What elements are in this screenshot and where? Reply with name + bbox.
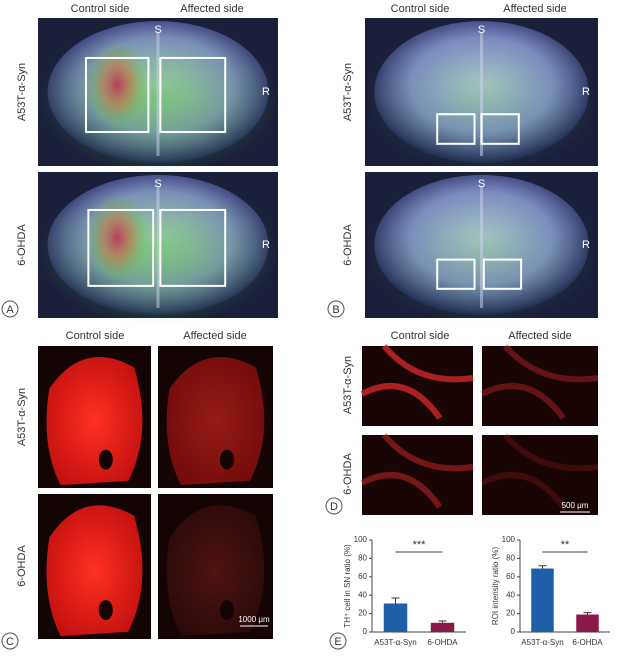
y-axis-label: TH⁺ cell in SN ratio (%) [343,544,352,628]
column-header: Affected side [503,3,566,15]
fibers [360,344,474,420]
roi-box [87,208,155,287]
vessel [98,600,113,620]
y-tick-label: 100 [354,535,368,544]
row-label: 6-OHDA [16,224,28,266]
micrograph [482,346,598,426]
bar [531,568,554,632]
column-header: Control side [71,3,130,15]
tissue [46,505,143,637]
hot-spot [86,40,149,129]
panel-badge [327,300,345,318]
marker: S [478,24,485,36]
row-label: A53T-α-Syn [16,388,28,446]
error-bar [538,565,547,569]
column-header: Affected side [180,3,243,15]
scale-label: 500 μm [562,501,589,510]
y-tick-label: 0 [363,627,368,636]
roi-box [159,56,227,133]
roi-box [85,56,150,133]
error-bar [438,620,447,623]
marker: S [154,178,161,190]
hot-spot [86,193,149,282]
y-tick-label: 80 [358,554,367,563]
marker: R [582,86,590,98]
roi-box [159,208,227,287]
row-label: 6-OHDA [342,224,354,266]
panel-badge [325,497,343,515]
roi-box [480,113,520,145]
y-tick-label: 60 [358,572,367,581]
marker: R [582,239,590,251]
x-tick-label: 6-OHDA [572,638,603,647]
bar [383,603,408,632]
column-header: Control side [391,330,450,342]
tissue [46,356,143,486]
marker: R [262,239,270,251]
y-tick-label: 100 [502,535,516,544]
vessel [220,449,234,470]
marker: S [154,24,161,36]
significance-label: *** [413,539,427,551]
y-tick-label: 40 [506,590,515,599]
column-header: Control side [391,3,450,15]
tissue [166,505,265,637]
y-tick-label: 80 [506,554,515,563]
row-label: 6-OHDA [342,453,354,495]
tissue [166,356,265,486]
bar [576,614,599,632]
error-bar [583,612,592,615]
y-tick-label: 0 [511,627,516,636]
x-tick-label: 6-OHDA [427,638,458,647]
row-label: A53T-α-Syn [342,356,354,414]
column-header: Control side [66,330,125,342]
fibers [360,433,474,509]
marker: S [478,178,485,190]
error-bar [391,597,400,604]
row-label: A53T-α-Syn [16,63,28,121]
roi-box [436,113,476,145]
micrograph [482,435,598,515]
panel-label: E [334,636,341,648]
panel-badge [1,632,19,650]
y-tick-label: 20 [506,609,515,618]
panel-badge [329,632,347,650]
marker: R [262,86,270,98]
vessel [220,600,234,620]
x-tick-label: A53T-α-Syn [374,638,416,647]
row-label: 6-OHDA [16,545,28,587]
y-axis-label: ROI intensity ratio (%) [491,547,500,626]
fibers [480,433,599,509]
roi-box [482,258,523,290]
fibers [480,344,599,420]
y-tick-label: 40 [358,590,367,599]
vessel [98,449,113,470]
x-tick-label: A53T-α-Syn [521,638,563,647]
column-header: Affected side [508,330,571,342]
panel-label: C [6,636,14,648]
y-tick-label: 20 [358,609,367,618]
bar [430,622,455,632]
panel-label: D [330,501,338,513]
y-tick-label: 60 [506,572,515,581]
column-header: Affected side [183,330,246,342]
scale-label: 1000 μm [238,615,270,624]
panel-badge [1,300,19,318]
roi-box [436,258,476,290]
significance-label: ** [561,539,570,551]
panel-label: A [6,304,14,316]
row-label: A53T-α-Syn [342,63,354,121]
panel-label: B [332,304,339,316]
